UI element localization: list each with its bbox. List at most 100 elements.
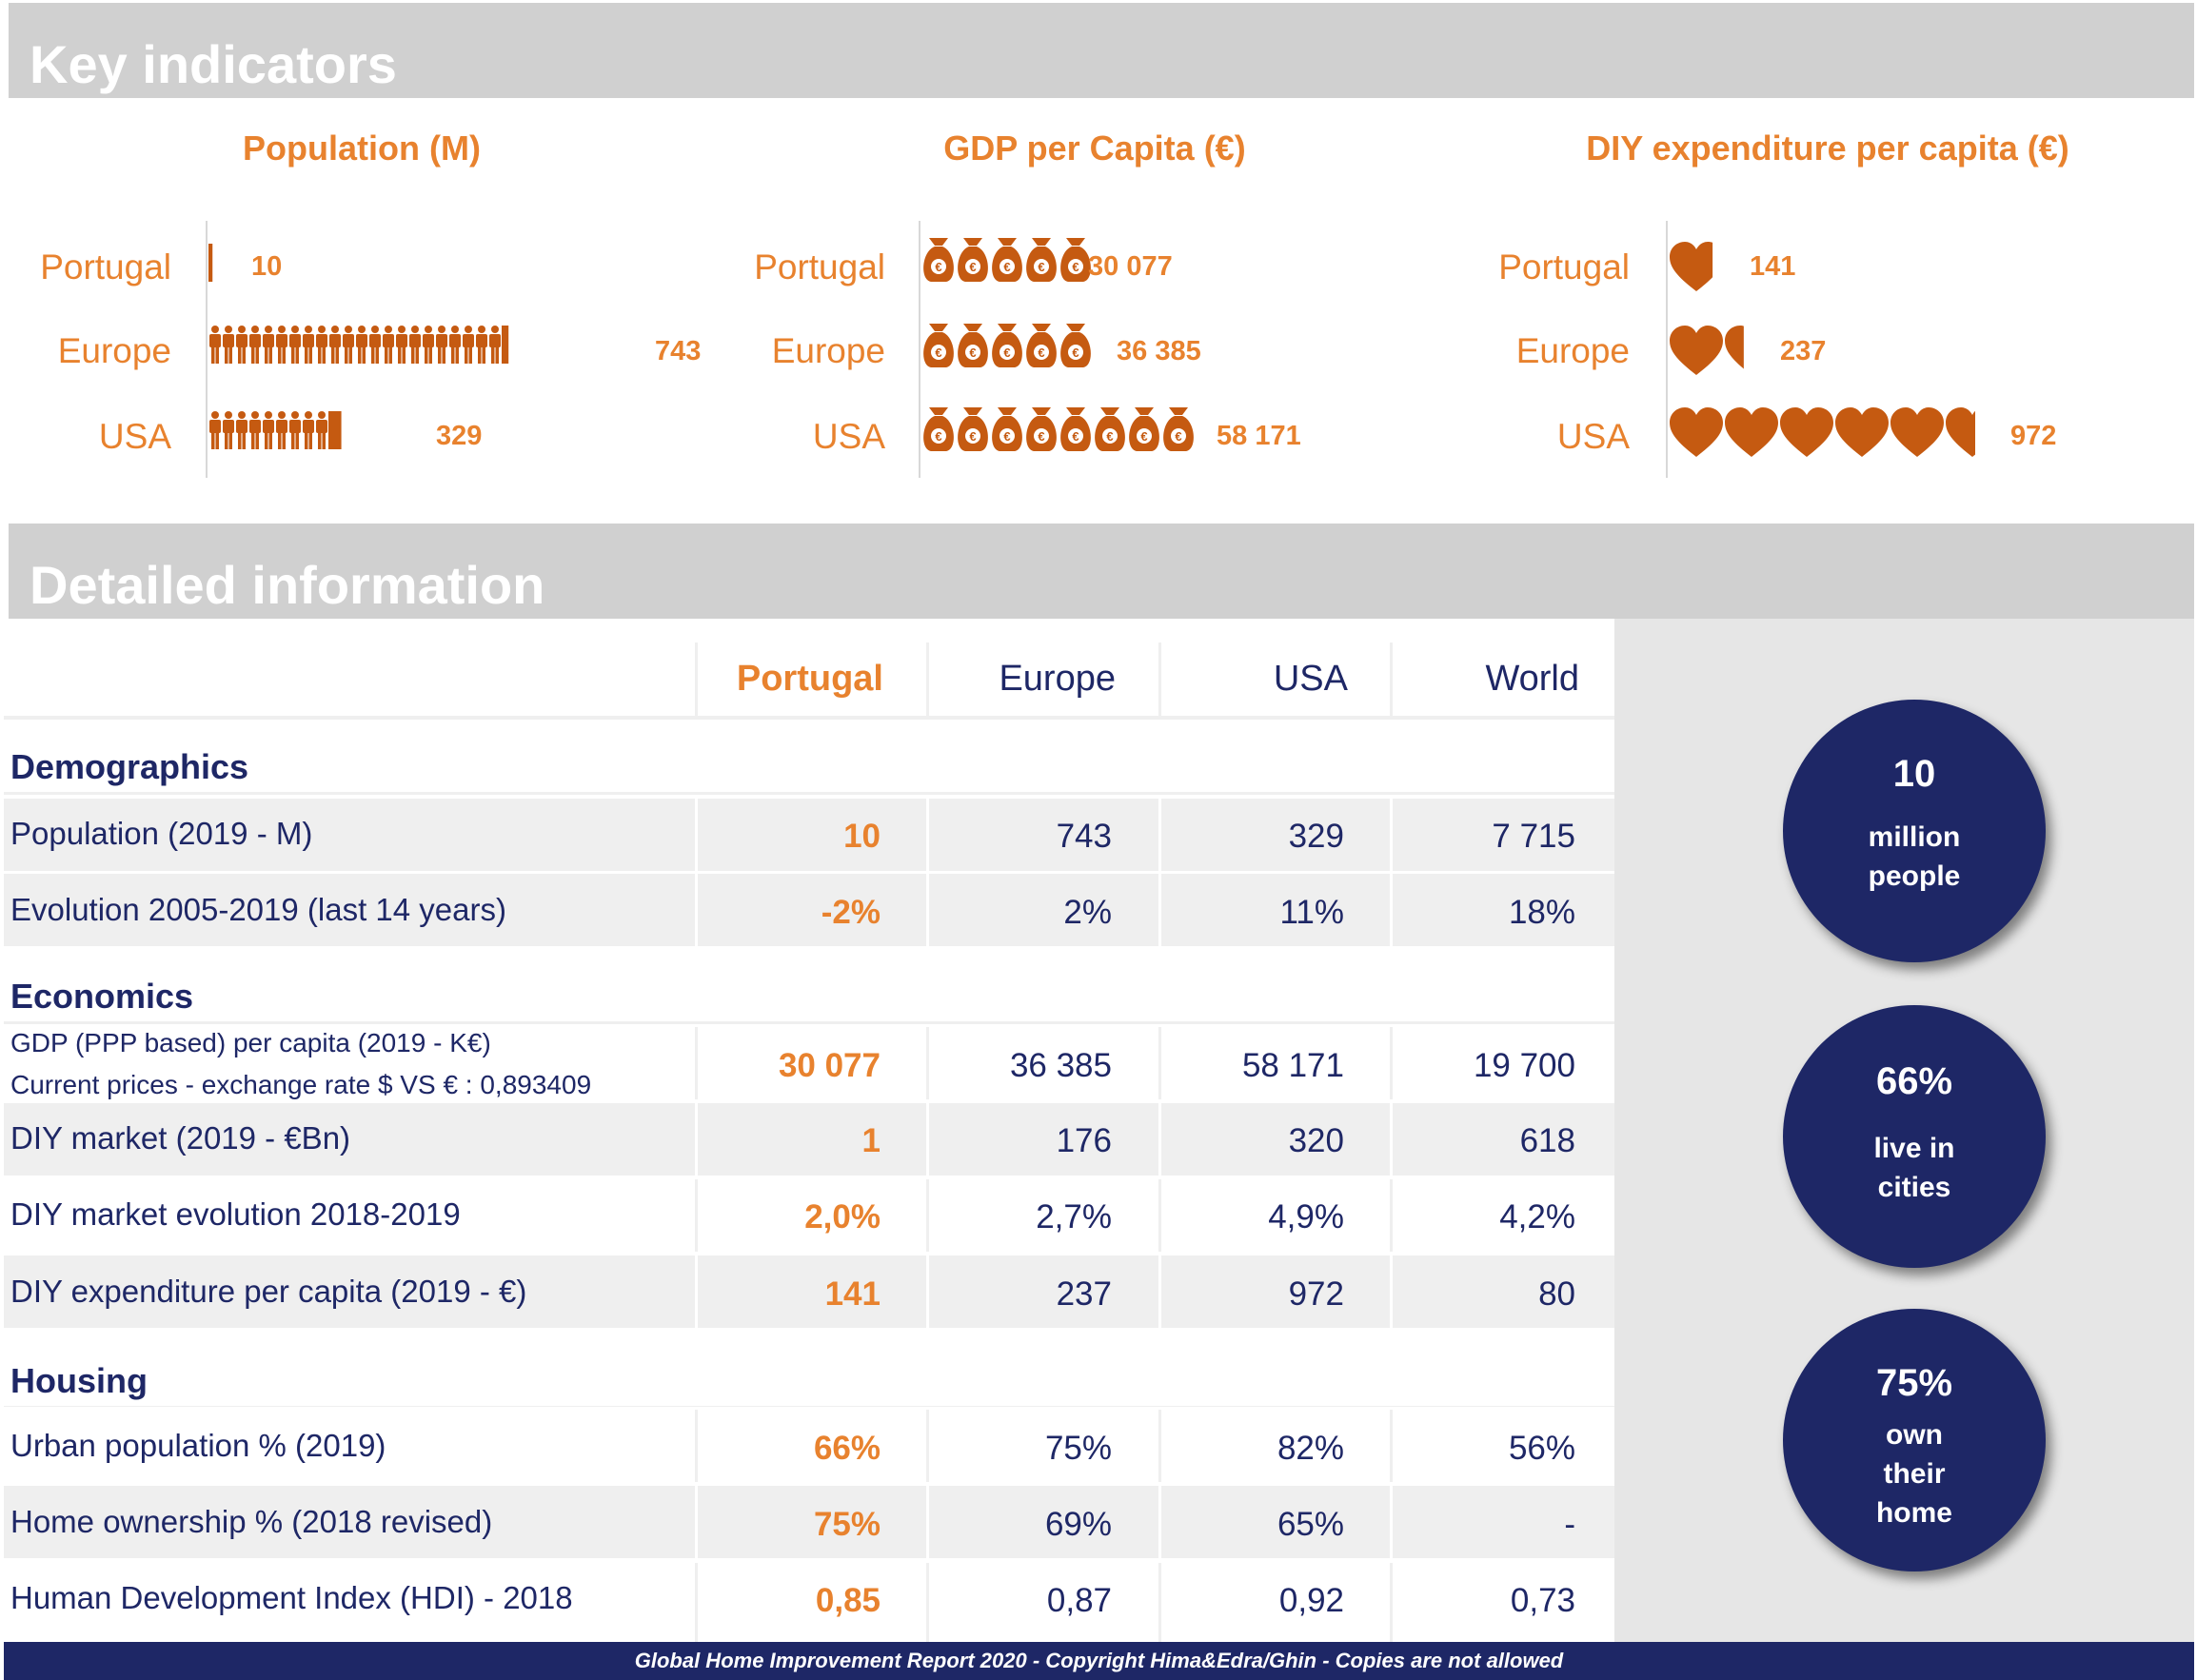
cell-europe: 743 <box>1056 818 1112 855</box>
svg-text:€: € <box>1003 429 1010 444</box>
cell-portugal: 1 <box>861 1122 881 1159</box>
population-label-usa: USA <box>98 417 171 456</box>
column-header-europe: Europe <box>999 659 1116 699</box>
key-indicators-band: Key indicators <box>9 3 2194 98</box>
svg-text:€: € <box>1038 346 1044 360</box>
population-label-europe: Europe <box>57 331 171 370</box>
bubble-text: people <box>1868 860 1961 892</box>
cell-usa: 65% <box>1277 1506 1344 1543</box>
cell-usa: 0,92 <box>1278 1582 1344 1619</box>
gdp-pictogram: € € € € € <box>923 324 1091 367</box>
gdp-value-portugal: 30 077 <box>1088 251 1173 282</box>
cell-portugal: 141 <box>824 1275 881 1313</box>
svg-text:€: € <box>1072 260 1079 274</box>
table-row <box>4 1407 1614 1482</box>
highlight-bubble-population: 10 million people <box>1783 700 2046 962</box>
bubble-figure: 10 <box>1892 753 1936 795</box>
cell-world: 18% <box>1508 894 1575 931</box>
header-separator <box>695 642 698 716</box>
svg-text:€: € <box>969 346 976 360</box>
bubble-figure: 75% <box>1875 1362 1953 1404</box>
population-label-portugal: Portugal <box>40 247 171 287</box>
row-label-gdp-note: Current prices - exchange rate $ VS € : … <box>10 1070 592 1099</box>
cell-usa: 11% <box>1279 894 1344 931</box>
cell-europe: 36 385 <box>1009 1047 1112 1084</box>
svg-text:€: € <box>1038 429 1044 444</box>
diy-pictogram <box>1670 407 1976 457</box>
bubble-figure: 66% <box>1875 1060 1953 1102</box>
cell-europe: 237 <box>1056 1275 1112 1313</box>
cell-europe: 0,87 <box>1046 1582 1112 1619</box>
bubble-text: home <box>1875 1497 1952 1529</box>
diy-bar-usa <box>1670 407 2005 461</box>
diy-bar-portugal <box>1670 242 1729 295</box>
diy-label-europe: Europe <box>1515 331 1630 370</box>
population-bar-usa <box>208 411 346 451</box>
header-separator <box>1158 642 1161 716</box>
diy-value-usa: 972 <box>2010 421 2057 451</box>
cell-usa: 329 <box>1288 818 1344 855</box>
population-axis <box>206 221 208 478</box>
diy-value-europe: 237 <box>1780 336 1827 366</box>
cell-europe: 69% <box>1044 1506 1112 1543</box>
diy-label-portugal: Portugal <box>1498 247 1630 287</box>
section-underline <box>4 792 1614 795</box>
svg-text:€: € <box>969 260 976 274</box>
highlight-bubble-urban: 66% live in cities <box>1783 1005 2046 1268</box>
svg-text:€: € <box>1003 260 1010 274</box>
section-economics: Economics <box>10 977 194 1016</box>
svg-text:€: € <box>935 346 941 360</box>
svg-text:€: € <box>1072 346 1079 360</box>
svg-text:€: € <box>1106 429 1113 444</box>
row-label-diy-market: DIY market (2019 - €Bn) <box>10 1120 351 1156</box>
gdp-bar-usa: € € € € € € € € <box>921 407 1199 453</box>
gdp-pictogram: € € € € € € € € <box>923 407 1194 451</box>
row-label-population: Population (2019 - M) <box>10 816 313 851</box>
population-title: Population (M) <box>243 128 481 168</box>
section-demographics: Demographics <box>10 747 249 786</box>
cell-portugal: 10 <box>843 818 881 855</box>
bubble-text: million <box>1868 821 1961 853</box>
gdp-bar-portugal: € € € € € <box>921 238 1097 284</box>
section-housing: Housing <box>10 1361 148 1400</box>
cell-world: 56% <box>1508 1430 1575 1467</box>
table-row <box>4 1483 1614 1558</box>
table-row <box>4 1024 1614 1099</box>
cell-world: 80 <box>1538 1275 1575 1313</box>
header-separator <box>1390 642 1393 716</box>
section-underline <box>4 1021 1614 1024</box>
svg-text:€: € <box>1038 260 1044 274</box>
table-row <box>4 1253 1614 1328</box>
svg-text:€: € <box>1072 429 1079 444</box>
cell-world: 7 715 <box>1492 818 1575 855</box>
row-label-diy-evolution: DIY market evolution 2018-2019 <box>10 1196 461 1232</box>
table-row <box>4 1560 1614 1645</box>
gdp-axis <box>919 221 920 478</box>
gdp-label-usa: USA <box>812 417 885 456</box>
population-bar-portugal <box>208 244 226 284</box>
cell-usa: 82% <box>1277 1430 1344 1467</box>
footer: Global Home Improvement Report 2020 - Co… <box>4 1642 2194 1680</box>
svg-text:€: € <box>935 260 941 274</box>
column-header-usa: USA <box>1273 659 1348 699</box>
cell-portugal: -2% <box>821 894 881 931</box>
cell-usa: 320 <box>1288 1122 1344 1159</box>
cell-portugal: 66% <box>813 1430 881 1467</box>
gdp-title: GDP per Capita (€) <box>943 128 1246 168</box>
svg-text:€: € <box>1140 429 1147 444</box>
bubble-text: cities <box>1877 1172 1951 1203</box>
detailed-title: Detailed information <box>30 555 545 615</box>
bubble-text: their <box>1883 1458 1946 1490</box>
key-indicators-title: Key indicators <box>30 34 397 94</box>
cell-usa: 58 171 <box>1241 1047 1344 1084</box>
diy-pictogram <box>1670 242 1713 291</box>
row-label-hdi: Human Development Index (HDI) - 2018 <box>10 1580 573 1615</box>
bubble-text: live in <box>1873 1133 1955 1164</box>
pop-pictogram <box>209 411 342 449</box>
detailed-band: Detailed information <box>9 524 2194 619</box>
gdp-bar-europe: € € € € € <box>921 324 1097 369</box>
gdp-label-europe: Europe <box>771 331 885 370</box>
pop-pictogram <box>208 244 213 282</box>
cell-portugal: 0,85 <box>815 1582 881 1619</box>
bubble-text: own <box>1886 1419 1943 1451</box>
